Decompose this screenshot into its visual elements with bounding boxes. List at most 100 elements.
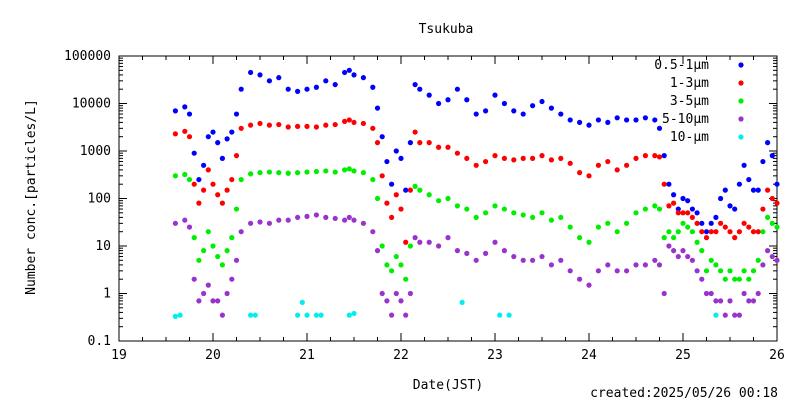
- data-point: [642, 153, 649, 159]
- data-point: [642, 115, 649, 121]
- data-point: [685, 224, 691, 230]
- data-point: [285, 124, 291, 130]
- data-point: [379, 243, 385, 249]
- data-point: [530, 214, 536, 221]
- series-4: [172, 299, 719, 319]
- data-point: [708, 220, 714, 226]
- legend-label-4: 10-μm: [670, 130, 709, 145]
- data-point: [675, 229, 681, 235]
- data-point: [417, 239, 423, 245]
- data-point: [304, 312, 310, 318]
- data-point: [633, 262, 639, 268]
- data-point: [661, 181, 667, 187]
- data-point: [586, 282, 592, 288]
- data-point: [454, 248, 460, 254]
- data-point: [210, 298, 216, 304]
- data-point: [605, 262, 611, 268]
- data-point: [257, 72, 263, 78]
- data-point: [699, 229, 705, 235]
- data-point: [769, 195, 775, 202]
- data-point: [384, 158, 390, 165]
- y-tick-label: 100: [88, 192, 111, 207]
- data-point: [196, 200, 202, 206]
- data-point: [577, 119, 583, 126]
- data-point: [191, 150, 197, 156]
- data-point: [426, 192, 432, 198]
- data-point: [586, 122, 592, 128]
- data-point: [182, 217, 188, 223]
- data-point: [398, 298, 404, 304]
- data-point: [642, 262, 649, 268]
- data-point: [238, 86, 244, 92]
- data-point: [703, 290, 710, 297]
- data-point: [191, 181, 197, 187]
- data-point: [412, 183, 418, 189]
- data-point: [351, 119, 357, 126]
- data-point: [342, 217, 348, 223]
- data-point: [248, 122, 254, 128]
- data-point: [539, 98, 545, 105]
- data-point: [313, 212, 319, 218]
- data-point: [750, 229, 757, 235]
- data-point: [718, 195, 724, 202]
- data-point: [760, 262, 766, 268]
- data-point: [313, 168, 319, 175]
- data-point: [436, 198, 442, 204]
- data-point: [722, 224, 728, 230]
- data-point: [680, 220, 686, 226]
- data-point: [548, 157, 555, 163]
- x-tick-label: 24: [581, 348, 597, 363]
- data-point: [186, 224, 193, 230]
- data-point: [680, 248, 686, 254]
- data-point: [727, 298, 733, 304]
- data-point: [703, 229, 710, 235]
- x-axis-label: Date(JST): [413, 378, 483, 393]
- series-2: [172, 166, 780, 282]
- data-point: [708, 290, 714, 297]
- data-point: [713, 262, 719, 268]
- data-point: [750, 187, 757, 193]
- data-point: [417, 187, 423, 193]
- data-point: [412, 81, 418, 88]
- data-point: [633, 117, 639, 123]
- x-tick-label: 21: [299, 348, 315, 363]
- data-point: [750, 298, 757, 304]
- data-point: [210, 129, 216, 135]
- data-point: [374, 248, 381, 254]
- data-point: [313, 124, 319, 130]
- data-point: [219, 262, 225, 268]
- data-point: [342, 118, 348, 124]
- legend-marker-3: [738, 116, 744, 122]
- data-point: [680, 195, 686, 202]
- data-point: [718, 298, 724, 304]
- data-point: [276, 75, 282, 81]
- data-point: [473, 257, 479, 263]
- data-point: [323, 214, 329, 221]
- data-point: [666, 243, 672, 249]
- data-point: [332, 121, 338, 128]
- data-point: [689, 206, 696, 212]
- data-point: [694, 210, 700, 216]
- legend-marker-1: [738, 80, 744, 86]
- data-point: [304, 169, 310, 175]
- y-axis: 0.1 1 10 100 1000 10000 100000: [64, 49, 777, 349]
- data-point: [351, 310, 357, 317]
- data-point: [252, 312, 258, 318]
- y-tick-label: 100000: [64, 49, 111, 64]
- data-point: [384, 298, 390, 304]
- series-1: [172, 117, 780, 245]
- data-point: [201, 162, 207, 168]
- data-point: [285, 86, 291, 92]
- data-point: [417, 86, 423, 92]
- y-axis-label: Number conc.[particles/L]: [24, 99, 39, 295]
- data-point: [172, 173, 178, 179]
- data-point: [586, 239, 592, 245]
- x-axis: 19 20 21 22 23 24 25 26: [111, 56, 785, 363]
- data-point: [530, 257, 536, 263]
- data-point: [238, 125, 244, 131]
- data-point: [238, 176, 244, 183]
- data-point: [624, 268, 630, 274]
- data-point: [736, 181, 743, 187]
- data-point: [539, 253, 545, 260]
